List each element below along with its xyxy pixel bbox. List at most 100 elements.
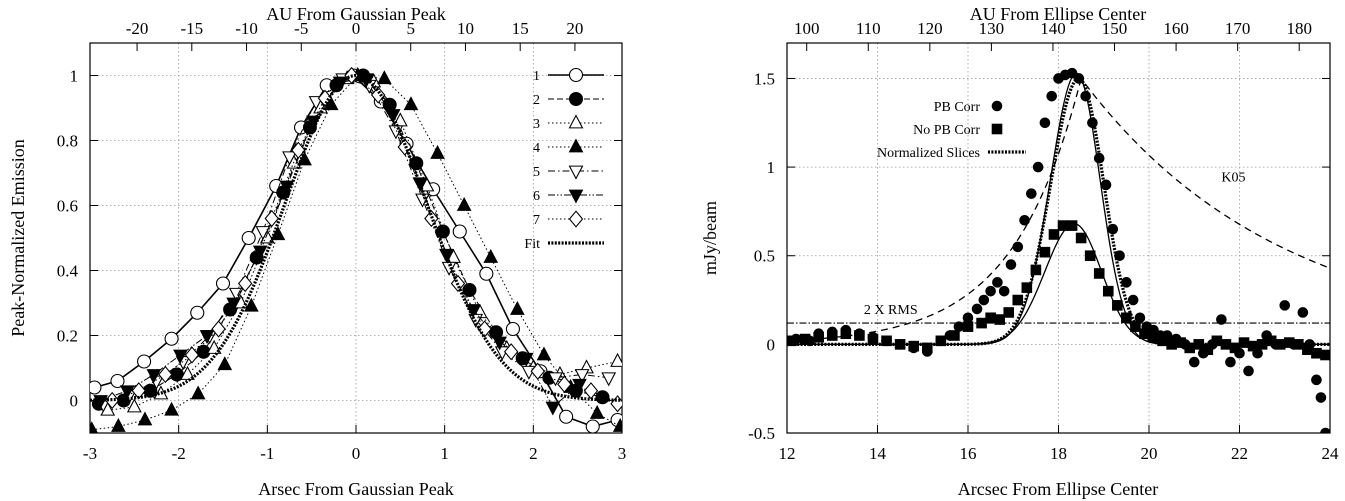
left-series-3-point <box>180 365 195 380</box>
left-series-4-point <box>90 421 98 433</box>
right-series-no-pb-corr-point <box>985 312 996 324</box>
right-ytick-label: 0.5 <box>754 247 775 266</box>
right-annotation: 2 X RMS <box>864 303 918 318</box>
right-series-no-pb-corr-point <box>1048 229 1060 240</box>
right-xtick-label: 18 <box>1050 444 1067 463</box>
right-series-no-pb-corr-point <box>1057 220 1069 231</box>
right-ytick-label: 1.5 <box>754 69 775 88</box>
right-series-no-pb-corr-point <box>1066 220 1078 231</box>
left-series-4-point <box>483 248 499 263</box>
right-legend-marker <box>991 100 1003 112</box>
left-legend-label: 3 <box>533 117 540 132</box>
right-series-no-pb-corr-point <box>1175 337 1186 348</box>
left-series-4-point <box>377 70 392 85</box>
right-x2tick-label: 120 <box>917 19 943 38</box>
right-series-no-pb-corr-point <box>1112 300 1123 311</box>
right-series-no-pb-corr-point <box>949 330 960 341</box>
left-series-1-point <box>90 380 102 395</box>
right-series-pb-corr-point <box>1012 241 1024 253</box>
left-series-5-point <box>574 369 590 384</box>
left-series-3-point <box>610 352 622 367</box>
right-series-pb-corr-point <box>971 303 983 315</box>
right-x2tick-label: 100 <box>794 19 820 38</box>
right-series-no-pb-corr-point <box>1084 250 1096 262</box>
left-series-7-point <box>184 346 200 364</box>
left-series-3-point <box>419 177 435 192</box>
right-series-no-pb-corr-point <box>976 317 987 329</box>
right-series-pb-corr-point <box>1315 392 1327 403</box>
right-legend-marker <box>991 123 1003 135</box>
right-series-no-pb-corr-point <box>840 328 852 340</box>
left-x-axis-title: Arsec From Gaussian Peak <box>258 479 453 499</box>
right-chart: 12 14 16 18 20 22 24 100 110 120 130 140 150 160 170 18… <box>700 4 1339 499</box>
right-series-no-pb-corr-point <box>1229 342 1241 354</box>
left-series-1-point <box>164 331 179 346</box>
left-series-7-point <box>530 362 545 380</box>
right-series-no-pb-corr-point <box>1093 268 1105 279</box>
right-series-no-pb-corr-point <box>1202 344 1214 355</box>
right-series-no-pb-corr-point <box>854 330 865 341</box>
right-series-no-pb-corr-point <box>1003 307 1015 318</box>
left-xtick-label: -2 <box>172 444 186 463</box>
left-x2tick-label: 10 <box>457 19 474 38</box>
right-series-normalized-slices-line <box>787 76 1330 346</box>
left-series-6-point <box>226 297 241 312</box>
right-xtick-label: 14 <box>869 444 887 463</box>
right-series-pb-corr-point <box>1019 214 1030 226</box>
right-series-pb-corr-point <box>962 312 974 324</box>
left-series-4-point <box>456 196 472 211</box>
left-series-4-point <box>430 144 445 159</box>
right-series-pb-corr-point <box>1225 356 1236 368</box>
left-series-6-point <box>412 177 428 192</box>
left-x2tick-label: -10 <box>235 19 258 38</box>
right-annotation: K05 <box>1221 170 1245 185</box>
right-series-pb-corr-point <box>998 285 1010 297</box>
left-legend-marker <box>568 138 584 153</box>
left-legend-label: 2 <box>533 93 540 108</box>
right-xtick-label: 22 <box>1231 444 1248 463</box>
left-legend-marker <box>569 92 583 106</box>
left-legend-marker <box>568 165 584 180</box>
left-xtick-label: 2 <box>529 444 538 463</box>
right-series-pb-corr-point <box>978 294 990 306</box>
left-series-4-point <box>244 297 259 312</box>
left-legend-label: Fit <box>524 237 540 252</box>
left-x2tick-label: 5 <box>406 19 415 38</box>
left-xtick-label: -3 <box>83 444 97 463</box>
left-series-4-point <box>403 96 419 111</box>
left-series-4-line <box>91 74 621 431</box>
right-series-pb-corr-point <box>1188 356 1200 368</box>
left-x2tick-label: -5 <box>294 19 308 38</box>
right-xtick-label: 20 <box>1141 444 1158 463</box>
right-series-pb-corr-point <box>1279 300 1291 311</box>
left-legend-label: 1 <box>533 69 540 84</box>
right-series-pb-corr-point <box>1039 117 1051 129</box>
right-xtick-label: 24 <box>1322 444 1340 463</box>
left-ytick-label: 0 <box>70 392 79 411</box>
left-legend-marker <box>568 67 584 83</box>
right-model-curve-K05 <box>809 78 1330 341</box>
right-x-axis-title: Arcsec From Ellipse Center <box>958 479 1158 499</box>
left-series-1-point <box>110 373 125 389</box>
left-ytick-label: 0.8 <box>57 132 78 151</box>
left-legend-marker <box>568 210 584 228</box>
right-series-pb-corr-point <box>1005 259 1017 270</box>
right-series-pb-corr-point <box>1320 427 1330 433</box>
left-y-axis-title: Peak-Normalized Emission <box>8 139 28 336</box>
left-series-4-point <box>612 417 622 432</box>
left-series-4-point <box>217 356 233 371</box>
left-series-2-point <box>462 283 477 297</box>
left-x2tick-label: 15 <box>512 19 529 38</box>
left-legend-label: 7 <box>533 213 540 228</box>
left-series-5-point <box>548 372 563 387</box>
right-x2tick-label: 150 <box>1102 19 1128 38</box>
left-ytick-label: 0.6 <box>57 197 78 216</box>
left-series-4-point <box>589 404 605 419</box>
right-series-no-pb-corr-point <box>1311 347 1322 359</box>
left-series-1-point <box>190 305 205 320</box>
left-series-1-point <box>585 419 600 433</box>
right-x2tick-label: 180 <box>1286 19 1312 38</box>
left-series-4-point <box>111 417 126 432</box>
right-top-axis-title: AU From Ellipse Center <box>970 4 1146 24</box>
right-series-no-pb-corr-point <box>1148 331 1159 343</box>
